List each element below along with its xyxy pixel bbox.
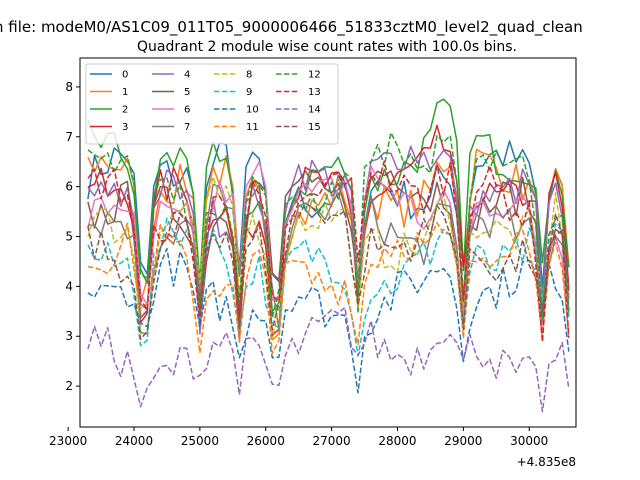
y-tick-label: 8 — [65, 80, 73, 94]
legend-label-13: 13 — [308, 87, 321, 98]
y-tick-label: 7 — [65, 130, 73, 144]
y-tick-label: 3 — [65, 329, 73, 343]
legend-label-0: 0 — [122, 70, 128, 81]
series-line-10 — [87, 247, 570, 394]
legend-label-8: 8 — [246, 70, 252, 81]
series-line-11 — [87, 221, 570, 355]
x-tick-label: 30000 — [510, 434, 548, 448]
x-axis: 23000 24000 25000 26000 27000 28000 29000 30000 — [49, 427, 548, 448]
y-axis: 2 3 4 5 6 7 8 — [65, 80, 80, 393]
legend-label-11: 11 — [246, 122, 259, 133]
series-line-1 — [87, 148, 570, 341]
y-tick-label: 4 — [65, 279, 73, 293]
legend-label-6: 6 — [184, 105, 190, 116]
y-tick-label: 6 — [65, 180, 73, 194]
x-tick-label: 29000 — [444, 434, 482, 448]
legend-label-4: 4 — [184, 70, 190, 81]
legend-label-7: 7 — [184, 122, 190, 133]
series-line-15 — [87, 202, 570, 341]
series-line-2 — [87, 98, 570, 320]
x-tick-label: 27000 — [313, 434, 351, 448]
x-tick-label: 26000 — [247, 434, 285, 448]
x-tick-label: 24000 — [115, 434, 153, 448]
series-line-8 — [87, 176, 570, 340]
legend-box — [85, 63, 339, 145]
series-line-14 — [87, 306, 570, 413]
legend-label-12: 12 — [308, 70, 321, 81]
legend-label-10: 10 — [246, 105, 259, 116]
legend-label-9: 9 — [246, 87, 252, 98]
series-line-12 — [87, 131, 570, 319]
x-tick-label: 23000 — [49, 434, 87, 448]
series-line-9 — [87, 217, 570, 357]
chart-title: Quadrant 2 module wise count rates with … — [137, 39, 517, 55]
axes-frame — [79, 57, 577, 428]
legend-label-3: 3 — [122, 122, 128, 133]
plot-lines — [87, 98, 570, 413]
legend-label-15: 15 — [308, 122, 321, 133]
legend-label-2: 2 — [122, 105, 128, 116]
x-tick-label: 28000 — [378, 434, 416, 448]
y-tick-label: 5 — [65, 230, 73, 244]
x-tick-label: 25000 — [181, 434, 219, 448]
legend-label-1: 1 — [122, 87, 128, 98]
series-line-13 — [87, 160, 570, 343]
x-offset-label: +4.835e8 — [517, 455, 576, 469]
legend-label-14: 14 — [308, 105, 321, 116]
series-line-4 — [87, 145, 570, 343]
chart-suptitle: n file: modeM0/AS1C09_011T05_9000006466_… — [0, 18, 583, 37]
y-tick-label: 2 — [65, 379, 73, 393]
legend-label-5: 5 — [184, 87, 190, 98]
series-line-0 — [87, 140, 570, 304]
